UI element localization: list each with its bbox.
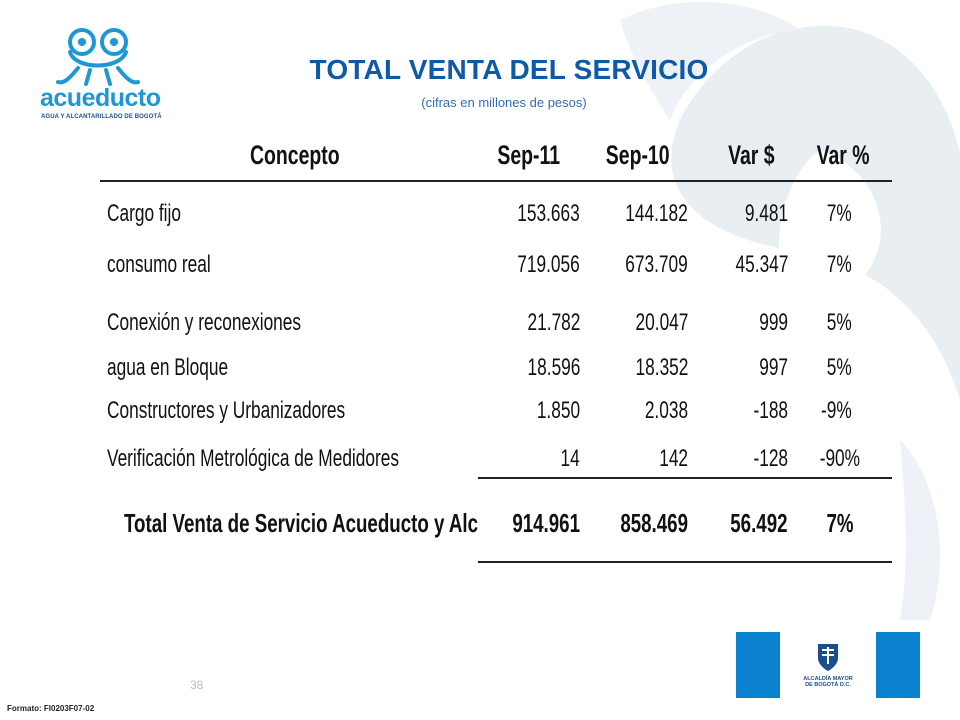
row-consumo-real-var-percent: 7% (827, 251, 852, 278)
column-header-concepto: Concepto (250, 140, 340, 170)
row-constructores-sep11: 1.850 (536, 397, 580, 424)
alcaldia-badge: ALCALDÍA MAYOR DE BOGOTÁ D.C. (736, 632, 920, 698)
row-verificacion-sep11: 14 (560, 445, 580, 472)
row-consumo-real-sep11: 719.056 (517, 251, 580, 278)
row-agua-bloque-var-percent: 5% (827, 354, 852, 381)
row-consumo-real-var-dollar: 45.347 (735, 251, 788, 278)
row-verificacion-var-dollar: -128 (753, 445, 788, 472)
row-agua-bloque-sep10: 18.352 (635, 354, 688, 381)
row-conexion-concepto: Conexión y reconexiones (107, 309, 302, 336)
total-row-sep10: 858.469 (620, 508, 688, 538)
header-rule (100, 180, 892, 182)
total-row-var-percent: 7% (826, 508, 854, 538)
row-verificacion-var-percent: -90% (819, 445, 860, 472)
column-header-var-dollar: Var $ (728, 140, 775, 170)
logo-tagline: AGUA Y ALCANTARILLADO DE BOGOTÁ (41, 114, 162, 120)
row-cargo-fijo-sep10: 144.182 (625, 200, 688, 227)
total-row-concepto: Total Venta de Servicio Acueducto y Alc (124, 508, 479, 538)
page-title: TOTAL VENTA DEL SERVICIO (309, 54, 709, 85)
row-consumo-real-sep10: 673.709 (625, 251, 688, 278)
row-conexion-sep10: 20.047 (635, 309, 688, 336)
row-cargo-fijo-sep11: 153.663 (517, 200, 580, 227)
row-conexion-sep11: 21.782 (527, 309, 580, 336)
alcaldia-badge-text: ALCALDÍA MAYOR DE BOGOTÁ D.C. (780, 676, 876, 688)
row-verificacion-sep10: 142 (659, 445, 688, 472)
row-constructores-var-percent: -9% (821, 397, 852, 424)
row-cargo-fijo-var-percent: 7% (827, 200, 852, 227)
total-top-rule (478, 477, 892, 479)
total-bottom-rule (478, 561, 892, 563)
row-conexion-var-dollar: 999 (759, 309, 788, 336)
row-constructores-var-dollar: -188 (753, 397, 788, 424)
column-header-sep-11: Sep-11 (497, 140, 560, 170)
row-cargo-fijo-var-dollar: 9.481 (744, 200, 788, 227)
row-consumo-real-concepto: consumo real (107, 251, 211, 278)
alcaldia-badge-panel: ALCALDÍA MAYOR DE BOGOTÁ D.C. (780, 632, 876, 698)
coat-of-arms-icon (818, 644, 838, 671)
format-code: Formato: FI0203F07-02 (7, 704, 95, 713)
row-constructores-sep10: 2.038 (644, 397, 688, 424)
row-agua-bloque-concepto: agua en Bloque (107, 354, 229, 381)
frog-logo-icon (56, 28, 140, 86)
row-agua-bloque-sep11: 18.596 (527, 354, 580, 381)
alcaldia-badge-line1: ALCALDÍA MAYOR (803, 676, 853, 682)
row-conexion-var-percent: 5% (827, 309, 852, 336)
alcaldia-badge-line2: DE BOGOTÁ D.C. (805, 682, 851, 688)
row-cargo-fijo-concepto: Cargo fijo (107, 200, 181, 227)
total-row-sep11: 914.961 (512, 508, 580, 538)
page-subtitle: (cifras en millones de pesos) (421, 95, 587, 110)
row-constructores-concepto: Constructores y Urbanizadores (107, 397, 346, 424)
total-row-var-dollar: 56.492 (730, 508, 788, 538)
column-header-var-percent: Var % (817, 140, 870, 170)
page-number: 38 (190, 678, 204, 692)
row-agua-bloque-var-dollar: 997 (759, 354, 788, 381)
column-header-sep-10: Sep-10 (606, 140, 670, 170)
row-verificacion-concepto: Verificación Metrológica de Medidores (107, 445, 399, 472)
logo-wordmark: acueducto (40, 84, 161, 112)
